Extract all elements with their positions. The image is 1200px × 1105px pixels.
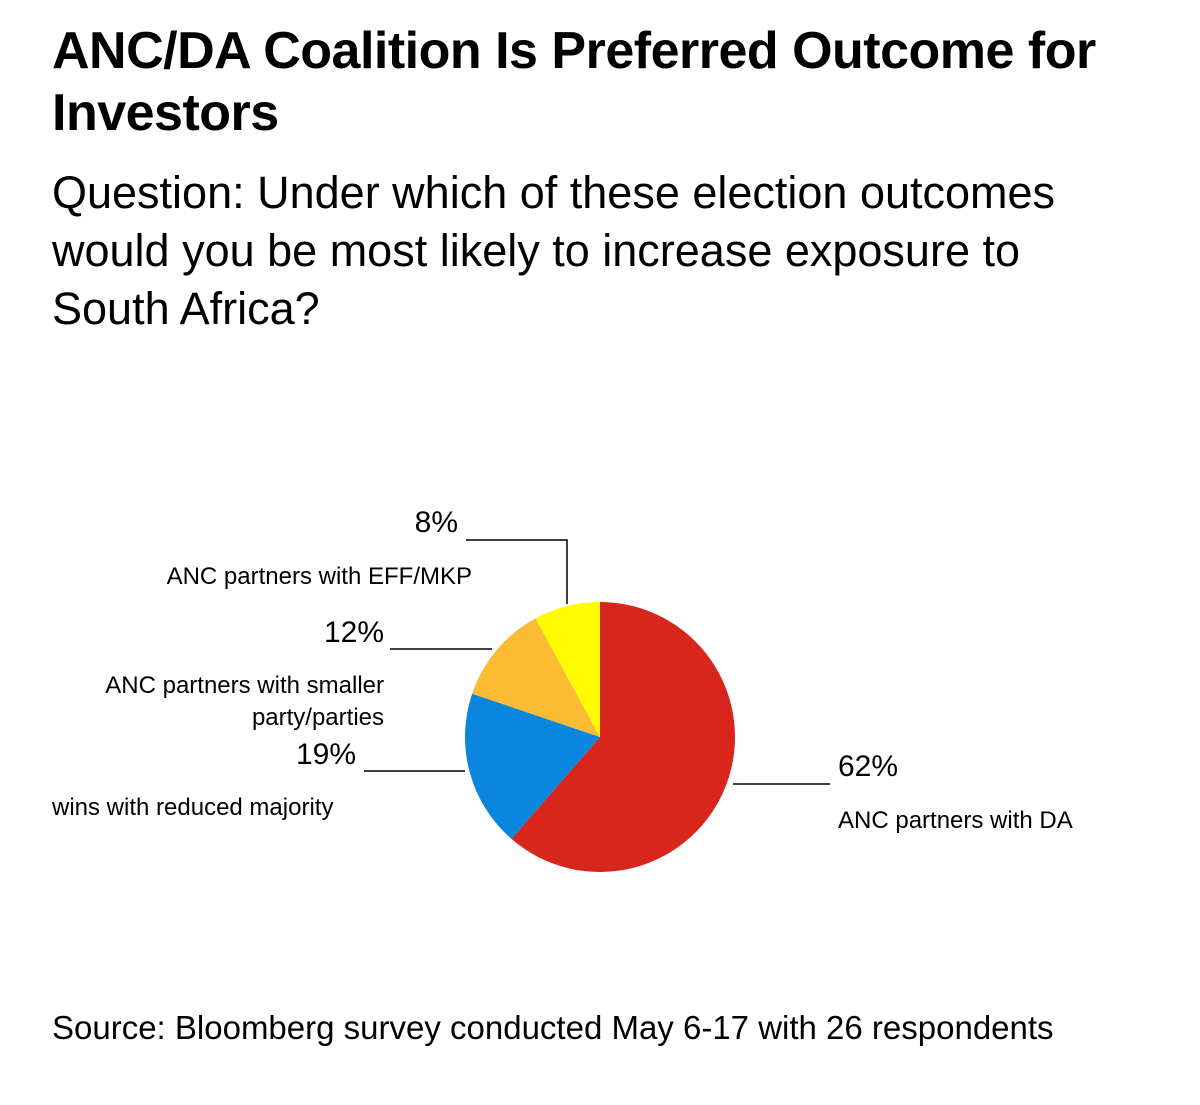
value-label-anc-partners-with-da: 62% bbox=[838, 750, 898, 783]
value-label-anc-partners-with-eff-mkp: 8% bbox=[415, 506, 458, 539]
value-label-wins-with-reduced-majority: 19% bbox=[296, 738, 356, 771]
pie-slices bbox=[465, 602, 736, 872]
category-label-anc-partners-with-da: ANC partners with DA bbox=[838, 807, 1073, 834]
pie-slice-wins-with-reduced-majority bbox=[465, 693, 600, 839]
category-label-anc-partners-with-eff-mkp: ANC partners with EFF/MKP bbox=[167, 563, 472, 590]
pie-labels: 62% ANC partners with DA 19% wins with redu… bbox=[51, 506, 1073, 834]
pie-slice-anc-partners-with-da bbox=[511, 602, 736, 872]
pie-slice-anc-partners-with-eff-mkp bbox=[535, 602, 600, 737]
chart-title: ANC/DA Coalition Is Preferred Outcome fo… bbox=[52, 22, 1096, 142]
chart-subtitle: Question: Under which of these election … bbox=[52, 167, 1056, 334]
category-label-anc-partners-with-smaller-party-parties: ANC partners with smaller party/parties bbox=[105, 672, 384, 731]
pie-slice-anc-partners-with-smaller-party-parties bbox=[472, 618, 600, 737]
source-note: Source: Bloomberg survey conducted May 6… bbox=[52, 1009, 1054, 1046]
category-label-wins-with-reduced-majority: wins with reduced majority bbox=[51, 794, 333, 821]
value-label-anc-partners-with-smaller-party-parties: 12% bbox=[324, 616, 384, 649]
leader-line-anc-partners-with-eff-mkp bbox=[466, 539, 568, 604]
pie-leader-lines bbox=[364, 539, 830, 785]
